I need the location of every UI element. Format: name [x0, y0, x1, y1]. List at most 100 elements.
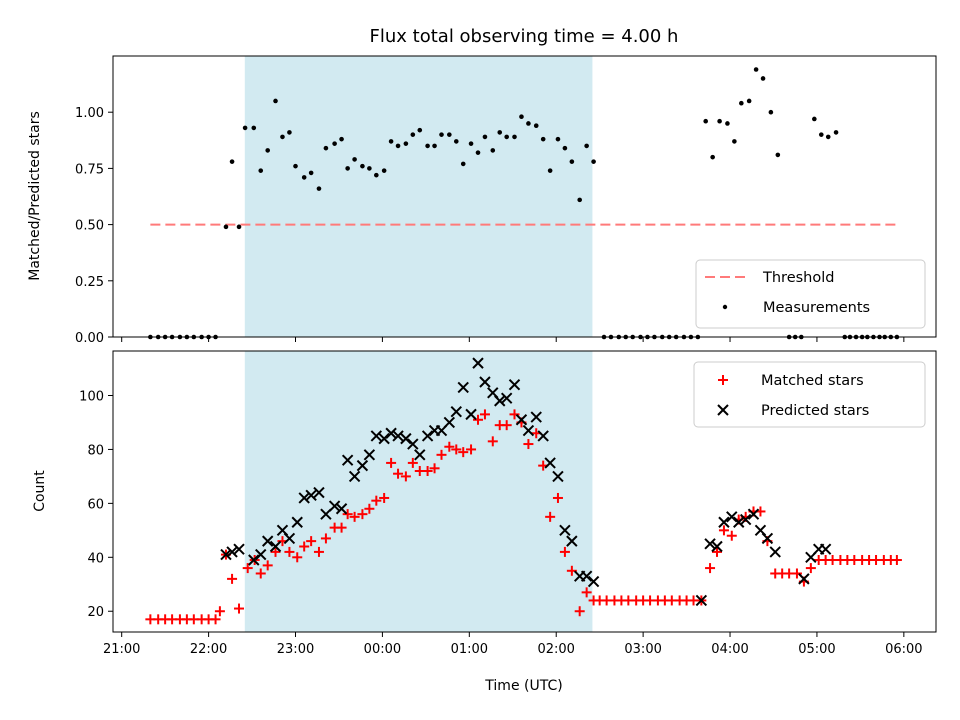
- y-tick-label: 1.00: [75, 106, 104, 121]
- measurement-point: [703, 118, 708, 124]
- x-tick-label: 23:00: [277, 642, 314, 657]
- matched-star-point: [791, 568, 802, 579]
- measurement-point: [490, 148, 496, 153]
- measurement-point: [381, 168, 387, 173]
- measurement-point: [280, 134, 285, 140]
- predicted-star-point: [407, 438, 419, 450]
- matched-star-point: [805, 563, 816, 574]
- predicted-star-point: [220, 548, 232, 561]
- measurement-point: [447, 132, 452, 137]
- measurement-point: [425, 143, 430, 149]
- y-tick-label: 100: [79, 389, 104, 404]
- predicted-star-point: [421, 430, 434, 442]
- predicted-star-point: [479, 376, 491, 388]
- measurement-point: [453, 139, 459, 144]
- predicted-stars-points: [220, 357, 832, 607]
- predicted-star-point: [305, 489, 317, 501]
- measurement-point: [432, 143, 437, 149]
- predicted-star-point: [291, 516, 303, 528]
- measurement-point: [229, 159, 235, 164]
- measurement-point: [223, 224, 229, 230]
- measurement-point: [236, 224, 242, 230]
- matched-star-point: [379, 492, 390, 503]
- measurement-point: [410, 132, 416, 137]
- measurement-point: [768, 109, 774, 115]
- matched-star-point: [479, 409, 490, 420]
- predicted-star-point: [348, 470, 361, 483]
- bottom-legend-box: [693, 361, 926, 428]
- x-tick-label: 03:00: [624, 642, 661, 657]
- measurement-point: [482, 134, 488, 140]
- matched-star-point: [523, 439, 534, 450]
- predicted-star-point: [500, 392, 513, 404]
- measurement-point: [818, 132, 824, 137]
- predicted-star-point: [269, 540, 282, 553]
- measurement-point: [577, 197, 582, 203]
- predicted-legend-label: Predicted stars: [761, 403, 869, 419]
- matched-star-point: [705, 563, 716, 574]
- bottom-y-ticks: 20 40 60 80 100: [79, 389, 113, 620]
- predicted-star-point: [494, 395, 506, 407]
- measurement-point: [374, 172, 379, 178]
- top-panel: 0.00 0.25 0.50 0.75 1.00 Matched/Predicted s…: [27, 55, 937, 346]
- predicted-star-point: [378, 432, 390, 445]
- predicted-star-point: [363, 449, 376, 461]
- threshold-legend-label: Threshold: [762, 270, 834, 286]
- measurement-point: [251, 125, 257, 131]
- x-tick-label: 01:00: [451, 642, 488, 657]
- measurement-point: [753, 67, 759, 72]
- predicted-star-point: [248, 554, 260, 566]
- measurement-point: [475, 150, 481, 155]
- measurement-point: [332, 141, 337, 146]
- measurement-point: [323, 145, 329, 151]
- predicted-star-point: [508, 379, 521, 391]
- matched-star-point: [313, 546, 324, 557]
- matched-star-point: [581, 587, 592, 598]
- measurement-point: [468, 141, 474, 146]
- predicted-star-point: [769, 546, 781, 558]
- predicted-star-point: [739, 513, 752, 526]
- matched-star-point: [210, 614, 221, 625]
- matched-star-point: [574, 606, 585, 617]
- x-tick-label: 02:00: [537, 642, 574, 657]
- measurement-point: [584, 143, 589, 149]
- predicted-star-point: [522, 424, 535, 437]
- matched-star-point: [357, 509, 368, 520]
- matched-star-point: [891, 554, 902, 565]
- measurement-point: [395, 143, 401, 149]
- measurement-point: [569, 159, 575, 164]
- measurement-point: [775, 152, 781, 158]
- matched-star-point: [292, 552, 303, 563]
- bottom-x-ticks: 21:00 22:00 23:00 00:00 01:00 02:00 03:00 04:00…: [103, 632, 923, 657]
- predicted-star-point: [515, 414, 528, 426]
- y-tick-label: 0.25: [75, 275, 104, 290]
- matched-star-point: [371, 495, 382, 506]
- measurement-point: [833, 130, 839, 135]
- measurement-point: [717, 118, 722, 124]
- bottom-legend: Matched stars Predicted stars: [693, 361, 926, 428]
- y-tick-label: 0.75: [75, 162, 104, 177]
- bottom-observing-interval-shade: [244, 351, 593, 632]
- measurement-point: [293, 163, 298, 169]
- y-tick-label: 40: [87, 551, 104, 566]
- predicted-star-point: [465, 408, 477, 421]
- measurement-point: [403, 141, 409, 146]
- matched-star-point: [545, 511, 556, 522]
- top-observing-interval-shade: [244, 56, 593, 337]
- x-tick-label: 06:00: [885, 642, 922, 657]
- matched-star-point: [458, 447, 469, 458]
- matched-star-point: [364, 503, 375, 514]
- measurement-point: [301, 175, 307, 180]
- matched-star-point: [299, 541, 310, 552]
- matched-star-point: [429, 463, 440, 474]
- measurement-point: [562, 145, 568, 151]
- measurement-point: [460, 161, 466, 167]
- measurement-point: [258, 168, 264, 173]
- y-tick-label: 0.50: [75, 219, 104, 234]
- measurement-point: [547, 168, 553, 173]
- measurement-point: [287, 130, 292, 135]
- predicted-star-point: [747, 508, 760, 520]
- matched-star-point: [349, 511, 360, 522]
- predicted-star-point: [255, 548, 267, 561]
- predicted-star-point: [587, 575, 600, 588]
